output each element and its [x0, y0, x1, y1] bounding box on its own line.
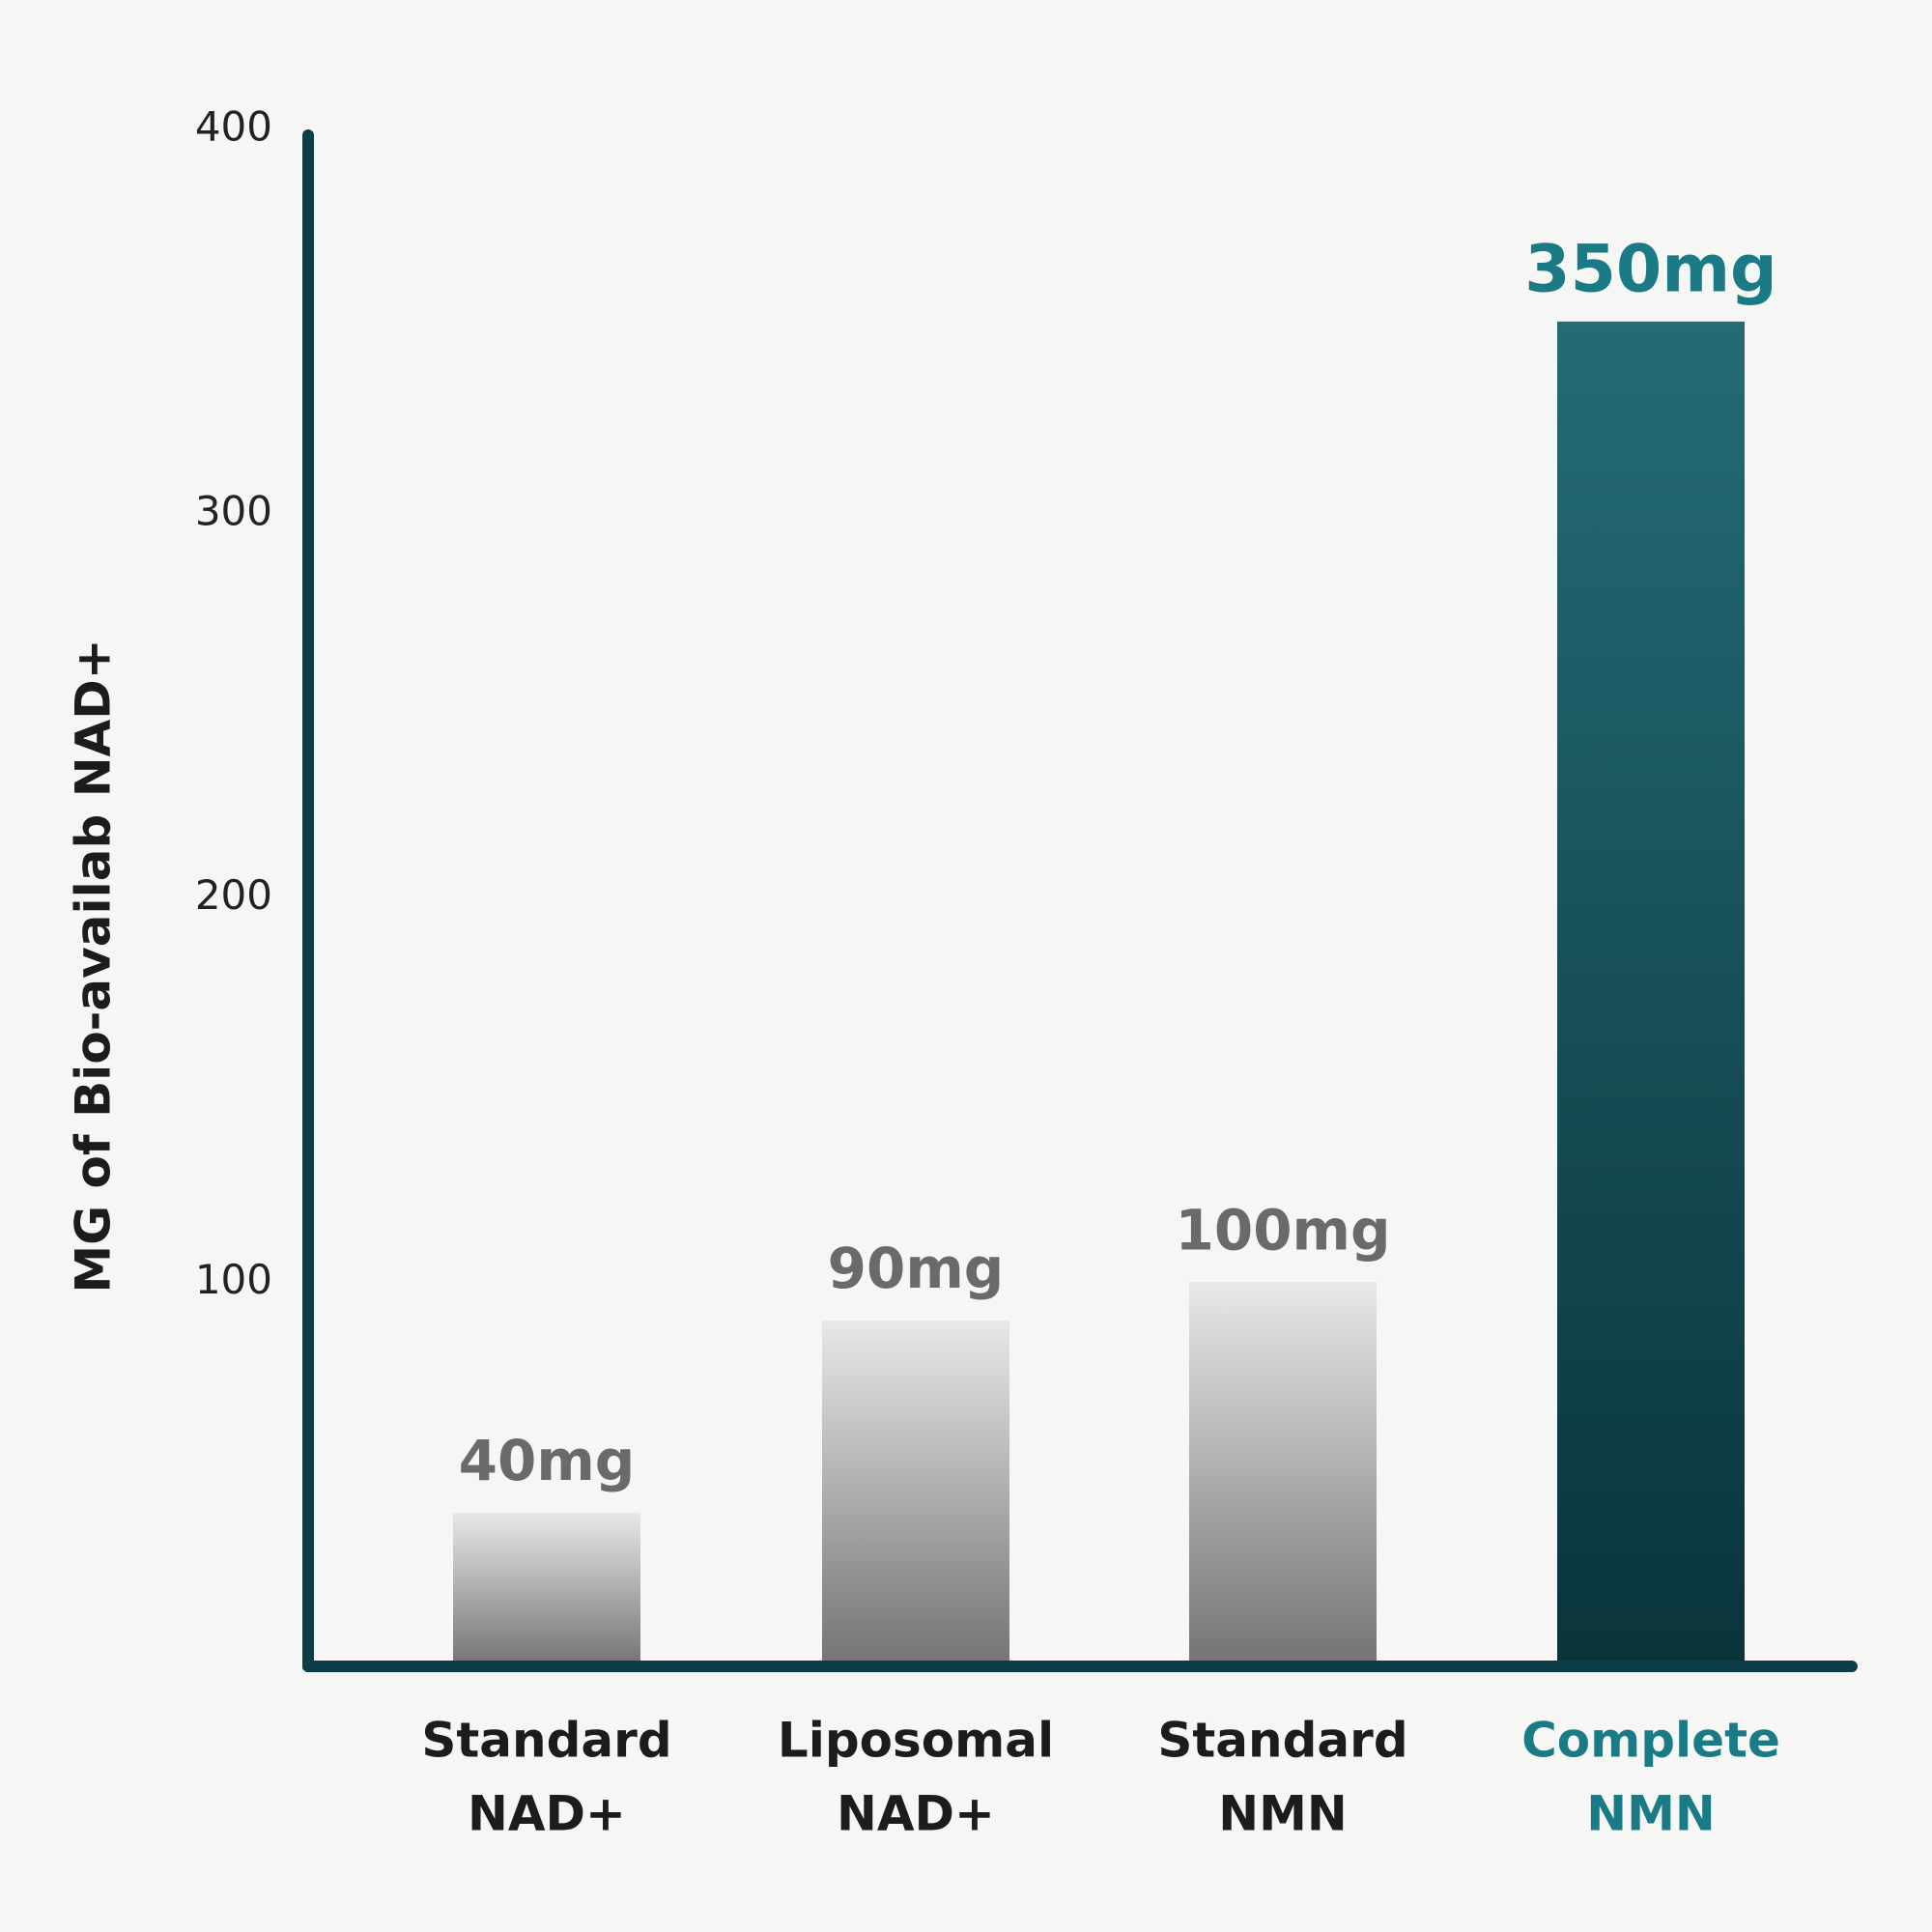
- x-tick-label: Standard: [421, 1713, 671, 1769]
- x-tick-label: NAD+: [837, 1786, 995, 1842]
- value-label: 40mg: [459, 1428, 636, 1493]
- bar: [822, 1321, 1009, 1666]
- x-tick-label: Standard: [1157, 1713, 1407, 1769]
- x-tick-label: NMN: [1586, 1786, 1715, 1842]
- value-label: 90mg: [828, 1236, 1005, 1301]
- y-tick-label: 300: [195, 487, 272, 534]
- bar: [1189, 1282, 1377, 1666]
- y-tick-label: 100: [195, 1256, 272, 1303]
- x-tick-label: Liposomal: [778, 1713, 1054, 1769]
- bar: [453, 1512, 640, 1666]
- bar: [1557, 321, 1745, 1666]
- value-label: 350mg: [1524, 231, 1776, 307]
- x-tick-label: Complete: [1521, 1713, 1780, 1769]
- value-label: 100mg: [1175, 1197, 1390, 1263]
- y-axis-title: MG of Bio-availab NAD+: [66, 639, 122, 1293]
- y-tick-label: 200: [195, 871, 272, 919]
- x-tick-label: NMN: [1218, 1786, 1347, 1842]
- x-tick-label: NAD+: [468, 1786, 626, 1842]
- y-tick-label: 400: [195, 103, 272, 151]
